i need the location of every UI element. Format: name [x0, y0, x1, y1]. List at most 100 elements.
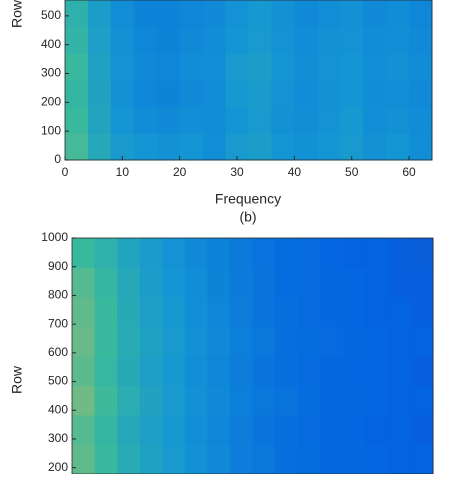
heatmap-cell: [229, 238, 253, 268]
y-tick-label: 200: [48, 460, 68, 474]
heatmap-cell: [387, 356, 411, 386]
heatmap-cell: [139, 297, 163, 327]
heatmap-cell: [117, 385, 141, 416]
heatmap-cell: [156, 106, 181, 134]
heatmap-cell: [110, 26, 135, 54]
y-axis-label: Row: [9, 0, 25, 28]
heatmap-cell: [229, 415, 253, 445]
heatmap-cell: [275, 356, 299, 386]
heatmap-cell: [363, 106, 387, 134]
heatmap-cell: [363, 0, 387, 28]
heatmap-cell: [229, 356, 253, 386]
heatmap-cell: [65, 26, 89, 54]
heatmap-cell: [184, 297, 208, 327]
heatmap-cell: [387, 297, 411, 327]
heatmap-cell: [179, 26, 204, 54]
heatmap-cell: [179, 53, 204, 81]
heatmap-cell: [139, 444, 163, 475]
heatmap-cell: [139, 415, 163, 445]
heatmap-cell: [297, 297, 321, 327]
heatmap-cell: [342, 356, 366, 386]
heatmap-cell: [342, 444, 366, 475]
heatmap-cell: [225, 26, 249, 54]
heatmap-cell: [275, 267, 299, 298]
heatmap-cell: [252, 385, 276, 416]
heatmap-cell: [133, 26, 158, 54]
heatmap-cell: [320, 326, 344, 357]
x-tick-label: 50: [345, 165, 359, 179]
heatmap-cell: [320, 356, 344, 386]
heatmap-cell: [225, 106, 249, 134]
heatmap-cell: [342, 415, 366, 445]
x-tick-label: 30: [230, 165, 244, 179]
heatmap-cell: [297, 444, 321, 475]
heatmap-cell: [162, 297, 186, 327]
heatmap-cell: [117, 356, 141, 386]
heatmap-cell: [202, 26, 227, 54]
heatmap-cell: [225, 133, 249, 161]
heatmap-cell: [65, 80, 89, 108]
heatmap-cell: [387, 415, 411, 445]
heatmap-cell: [94, 267, 118, 298]
heatmap-cell: [252, 356, 276, 386]
heatmap-cell: [179, 80, 204, 108]
y-tick-label: 500: [48, 374, 68, 388]
heatmap-cell: [317, 80, 341, 108]
heatmap-cell: [340, 106, 364, 134]
heatmap-cell: [275, 415, 299, 445]
heatmap-cell: [248, 80, 272, 108]
heatmap-cell: [387, 444, 411, 475]
y-tick-label: 700: [48, 316, 68, 330]
heatmap-cell: [184, 356, 208, 386]
heatmap-cell: [87, 53, 112, 81]
heatmap-cell: [252, 238, 276, 268]
heatmap-cell: [156, 133, 181, 161]
heatmap-cell: [410, 238, 434, 268]
heatmap-cell: [179, 106, 204, 134]
heatmap-cell: [320, 238, 344, 268]
heatmap-cell: [162, 238, 186, 268]
heatmap-cell: [72, 238, 96, 268]
heatmap-cell: [252, 297, 276, 327]
heatmap-cell: [340, 53, 364, 81]
heatmap-cell: [365, 238, 389, 268]
y-tick-label: 100: [41, 123, 61, 137]
heatmap-cell: [179, 0, 204, 28]
heatmap-cell: [72, 326, 96, 357]
heatmap-cell: [133, 0, 158, 28]
heatmap-cell: [340, 133, 364, 161]
heatmap-cell: [271, 26, 295, 54]
heatmap-cell: [248, 26, 272, 54]
heatmap-cell: [110, 106, 135, 134]
heatmap-cell: [297, 415, 321, 445]
heatmap-cell: [294, 26, 318, 54]
heatmap-cell: [156, 0, 181, 28]
heatmap-cell: [139, 385, 163, 416]
heatmap-cell: [320, 267, 344, 298]
heatmap-cell: [342, 267, 366, 298]
heatmap-cell: [294, 133, 318, 161]
heatmap-cell: [72, 444, 96, 475]
heatmap-cell: [110, 53, 135, 81]
heatmap-cell: [94, 385, 118, 416]
y-tick-label: 800: [48, 288, 68, 302]
heatmap-cell: [387, 385, 411, 416]
heatmap-cell: [139, 356, 163, 386]
heatmap-cell: [275, 238, 299, 268]
heatmap-cell: [252, 326, 276, 357]
heatmap-cell: [320, 385, 344, 416]
heatmap-cell: [409, 26, 433, 54]
heatmap-cell: [207, 385, 231, 416]
heatmap-cell: [340, 80, 364, 108]
heatmap-cell: [110, 133, 135, 161]
heatmap-cell: [275, 444, 299, 475]
heatmap-cell: [252, 415, 276, 445]
heatmap-cell: [410, 297, 434, 327]
heatmap-cell: [387, 238, 411, 268]
heatmap-cell: [363, 80, 387, 108]
heatmap-cell: [87, 80, 112, 108]
heatmap-cell: [271, 80, 295, 108]
heatmap-cell: [271, 133, 295, 161]
heatmap-cell: [363, 133, 387, 161]
